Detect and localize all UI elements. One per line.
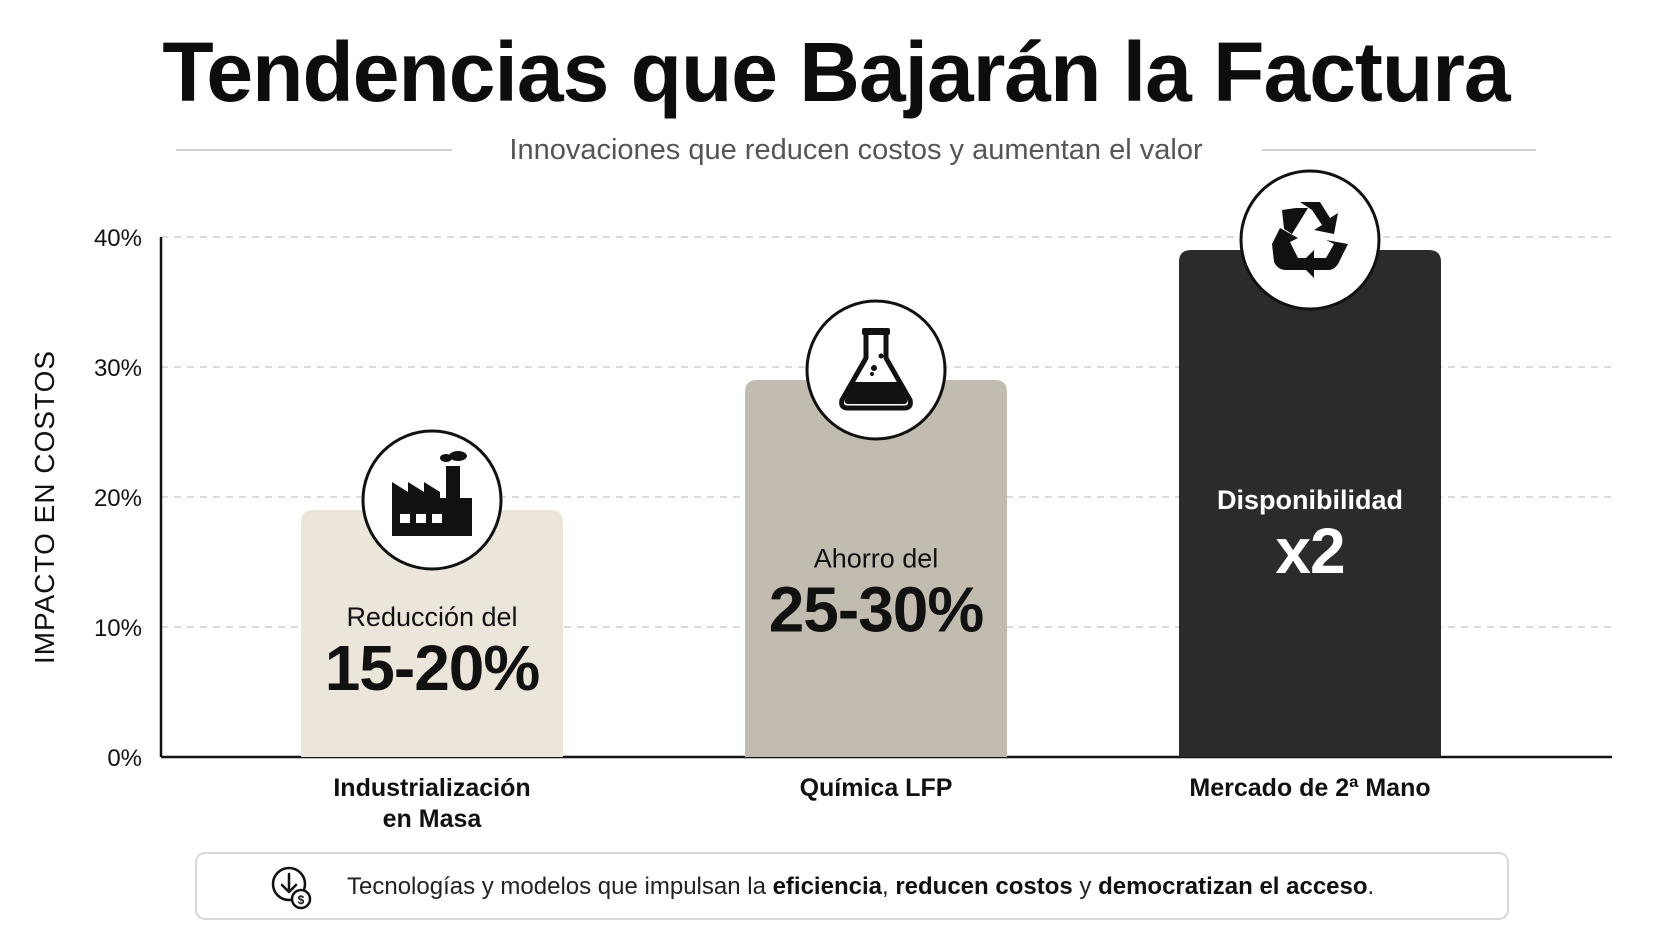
- footer-bold-costs: reducen costos: [895, 873, 1073, 900]
- bar-label-value: 25-30%: [769, 573, 984, 645]
- svg-text:$: $: [298, 893, 305, 907]
- bar-2: [745, 380, 1007, 757]
- page-subtitle: Innovaciones que reducen costos y aument…: [509, 134, 1203, 166]
- x-tick-label: Mercado de 2ª Mano: [1189, 774, 1430, 802]
- bar-3: [1179, 250, 1441, 757]
- y-tick-label: 0%: [107, 745, 142, 772]
- footer-text-mid: y: [1072, 873, 1099, 900]
- subtitle-row: Innovaciones que reducen costos y aument…: [176, 128, 1536, 172]
- footer-note: $ Tecnologías y modelos que impulsan la …: [195, 852, 1509, 920]
- footer-text-prefix: Tecnologías y modelos que impulsan la: [347, 873, 773, 900]
- y-axis-label: IMPACTO EN COSTOS: [29, 350, 60, 664]
- subtitle-divider-right: [1262, 149, 1536, 151]
- recycle-icon: [1272, 202, 1348, 278]
- flask-icon: [839, 328, 913, 411]
- x-tick-label: en Masa: [383, 805, 483, 833]
- footer-text: Tecnologías y modelos que impulsan la ef…: [347, 872, 1374, 902]
- bar-label-small: Disponibilidad: [1217, 485, 1403, 515]
- x-tick-label: Industrialización: [333, 774, 530, 802]
- y-tick-label: 40%: [94, 225, 142, 252]
- footer-text-suffix: .: [1367, 873, 1375, 900]
- y-tick-label: 30%: [94, 355, 142, 382]
- y-tick-label: 20%: [94, 485, 142, 512]
- bar-label-value: x2: [1275, 515, 1344, 587]
- bar-label-small: Ahorro del: [814, 543, 939, 573]
- price-down-icon: $: [271, 866, 312, 910]
- bar-chart: 0% 10% 20% 30% 40% IMPACTO EN COSTOS Reducción…: [29, 169, 1612, 833]
- footer-bold-efficiency: eficiencia: [772, 873, 882, 900]
- footer-text-sep: ,: [881, 873, 896, 900]
- bar-1: [301, 510, 563, 757]
- footer-bold-access: democratizan el acceso: [1098, 873, 1368, 900]
- bar-label-value: 15-20%: [325, 632, 540, 704]
- y-tick-label: 10%: [94, 615, 142, 642]
- subtitle-divider-left: [176, 149, 452, 151]
- icon-badge: [1239, 169, 1381, 311]
- x-tick-label: Química LFP: [800, 774, 953, 802]
- factory-icon: [392, 451, 472, 536]
- page-title: Tendencias que Bajarán la Factura: [162, 25, 1510, 119]
- bar-label-small: Reducción del: [346, 602, 517, 632]
